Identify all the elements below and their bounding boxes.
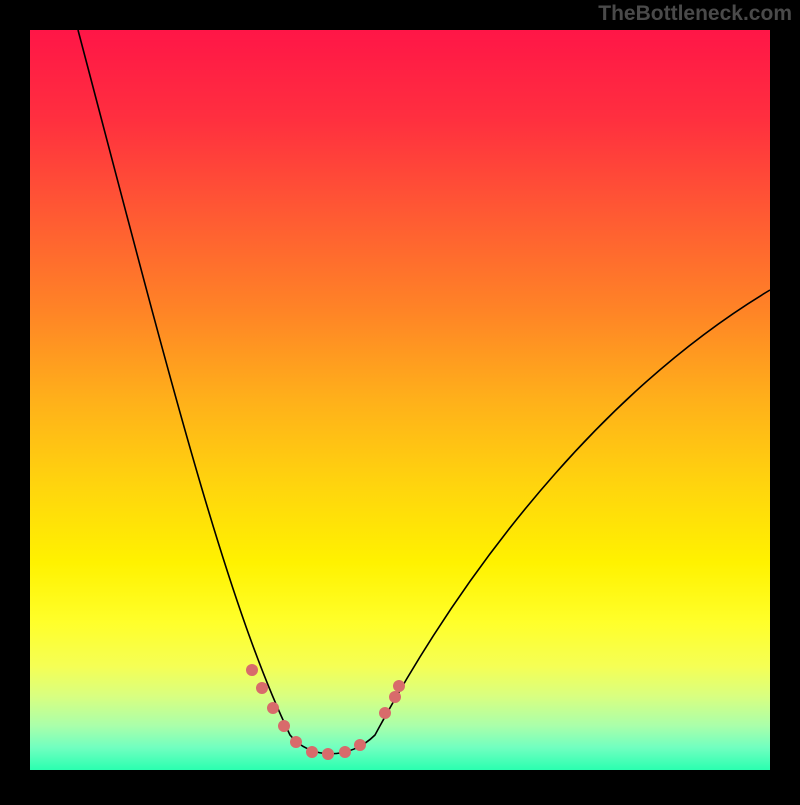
chart-container: TheBottleneck.com	[0, 0, 800, 800]
plot-background	[30, 30, 770, 770]
marker-point	[256, 682, 268, 694]
marker-point	[379, 707, 391, 719]
marker-point	[354, 739, 366, 751]
marker-point	[339, 746, 351, 758]
marker-point	[322, 748, 334, 760]
marker-point	[267, 702, 279, 714]
marker-point	[290, 736, 302, 748]
marker-point	[393, 680, 405, 692]
chart-svg	[0, 0, 800, 800]
marker-point	[306, 746, 318, 758]
marker-point	[278, 720, 290, 732]
marker-point	[246, 664, 258, 676]
watermark-text: TheBottleneck.com	[598, 2, 792, 26]
marker-point	[389, 691, 401, 703]
